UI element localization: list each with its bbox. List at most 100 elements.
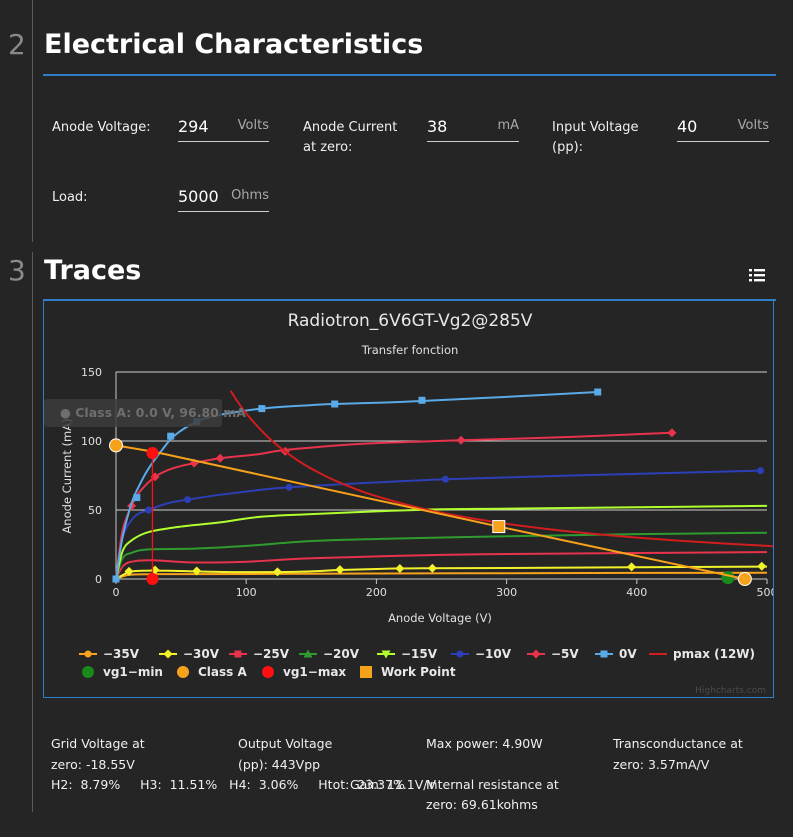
data-point-30v: [192, 566, 202, 576]
legend-label: vg1−max: [283, 665, 346, 679]
data-point-10v: [441, 475, 449, 483]
series-10v: [115, 467, 764, 580]
load-label: Load:: [52, 190, 88, 205]
transfer-chart: Radiotron_6V6GT-Vg2@285V Transfer foncti…: [44, 311, 774, 696]
anode-voltage-unit: Volts: [237, 118, 269, 133]
series-line-30v: [115, 565, 768, 580]
series-line-15v: [115, 504, 768, 580]
legend-symbol: [82, 666, 94, 678]
data-point-30v: [757, 561, 767, 571]
hamburger-list-icon[interactable]: [748, 266, 766, 284]
section-2-vertical-line: [32, 0, 33, 242]
gain-readout: Gain: 11.1V/V: [350, 777, 437, 792]
data-point-30v: [627, 562, 637, 572]
x-tick-label: 0: [113, 586, 120, 599]
chart-title: Radiotron_6V6GT-Vg2@285V: [288, 311, 533, 331]
x-axis-title: Anode Voltage (V): [388, 611, 492, 625]
max-power-readout: Max power: 4.90W: [426, 736, 543, 751]
data-point-30v: [272, 567, 282, 577]
class-a-point: [737, 572, 752, 586]
section-2-number: 2: [8, 28, 26, 61]
legend-symbol: [234, 650, 242, 658]
legend-item-35v[interactable]: −35V: [79, 647, 140, 661]
legend-symbol: [456, 650, 464, 658]
load-input[interactable]: 5000: [178, 187, 219, 206]
data-point-0v: [112, 575, 120, 583]
x-tick-label: 500: [757, 586, 774, 599]
chart-subtitle: Transfer fonction: [361, 343, 459, 357]
legend-item-5v[interactable]: −5V: [527, 647, 579, 661]
y-tick-label: 100: [81, 435, 102, 448]
input-voltage-input[interactable]: 40: [677, 117, 698, 136]
data-point-0v: [594, 388, 602, 396]
anode-current-underline: [427, 141, 519, 142]
legend-symbol: [262, 666, 274, 678]
legend-item-vg1-max[interactable]: vg1−max: [262, 665, 346, 679]
series-35v: [115, 571, 768, 580]
series-line-35v: [115, 571, 768, 580]
anode-current-unit: mA: [497, 118, 519, 133]
legend-symbol: [531, 649, 541, 659]
series-pmax-12w: [229, 390, 773, 548]
load-unit: Ohms: [231, 188, 269, 203]
work-point-marker: [492, 520, 506, 534]
data-point-30v: [335, 565, 345, 575]
legend-item-class-a[interactable]: Class A: [177, 665, 247, 679]
data-point-0v: [133, 494, 141, 502]
data-point-5v: [667, 428, 677, 438]
series-line-5v: [115, 431, 672, 580]
grid-voltage-label: Grid Voltage at: [51, 736, 145, 751]
legend-label: 0V: [619, 647, 637, 661]
legend-item-vg1-min[interactable]: vg1−min: [82, 665, 163, 679]
x-tick-label: 400: [626, 586, 647, 599]
legend-label: −30V: [183, 647, 220, 661]
data-point-5v: [456, 435, 466, 445]
anode-voltage-label: Anode Voltage:: [52, 120, 151, 135]
output-voltage-value: (pp): 443Vpp: [238, 757, 321, 772]
internal-resistance-value: zero: 69.61kohms: [426, 797, 538, 812]
legend-symbol: [177, 666, 189, 678]
output-voltage-label: Output Voltage: [238, 736, 333, 751]
series-vg1-max: [146, 447, 159, 585]
series-30v: [115, 561, 768, 580]
legend-label: Work Point: [381, 665, 456, 679]
anode-current-input[interactable]: 38: [427, 117, 448, 136]
legend-item-25v[interactable]: −25V: [229, 647, 290, 661]
legend-item-pmax-12w[interactable]: pmax (12W): [649, 647, 755, 661]
data-point-10v: [145, 506, 153, 514]
transconductance-label: Transconductance at: [613, 736, 743, 751]
chart-tooltip: ● Class A: 0.0 V, 96.80 mA: [44, 399, 246, 427]
chart-top-border: [43, 299, 776, 301]
series-line-pmax-12w: [229, 390, 773, 548]
series-class-a: [109, 438, 752, 586]
anode-voltage-input[interactable]: 294: [178, 117, 209, 136]
section-2-underline: [43, 74, 776, 76]
y-tick-label: 50: [88, 504, 102, 517]
data-point-30v: [124, 566, 134, 576]
section-2-title: Electrical Characteristics: [44, 29, 424, 60]
section-3-title: Traces: [44, 255, 142, 286]
legend-label: −25V: [253, 647, 290, 661]
legend-item-0v[interactable]: 0V: [595, 647, 637, 661]
vg1-min-point: [721, 571, 735, 585]
legend-symbol: [84, 650, 92, 658]
legend-item-10v[interactable]: −10V: [451, 647, 512, 661]
legend-symbol: [303, 649, 313, 658]
x-tick-label: 300: [496, 586, 517, 599]
transconductance-value: zero: 3.57mA/V: [613, 757, 710, 772]
legend-item-work-point[interactable]: Work Point: [360, 665, 456, 679]
series-line-25v: [115, 551, 768, 580]
class-a-load-line: [115, 444, 746, 580]
legend-label: −5V: [551, 647, 579, 661]
series-vg1-min: [721, 571, 735, 585]
legend-item-15v[interactable]: −15V: [377, 647, 438, 661]
legend-symbol: [360, 666, 372, 678]
chart-credits[interactable]: Highcharts.com: [695, 686, 766, 696]
legend-item-30v[interactable]: −30V: [159, 647, 220, 661]
harmonics-readout: H2: 8.79% H3: 11.51% H4: 3.06% Htot: 23.…: [51, 777, 405, 792]
data-point-0v: [258, 405, 266, 413]
x-tick-label: 100: [236, 586, 257, 599]
series-line-10v: [115, 469, 761, 580]
legend-item-20v[interactable]: −20V: [299, 647, 360, 661]
legend-symbol: [381, 650, 391, 659]
